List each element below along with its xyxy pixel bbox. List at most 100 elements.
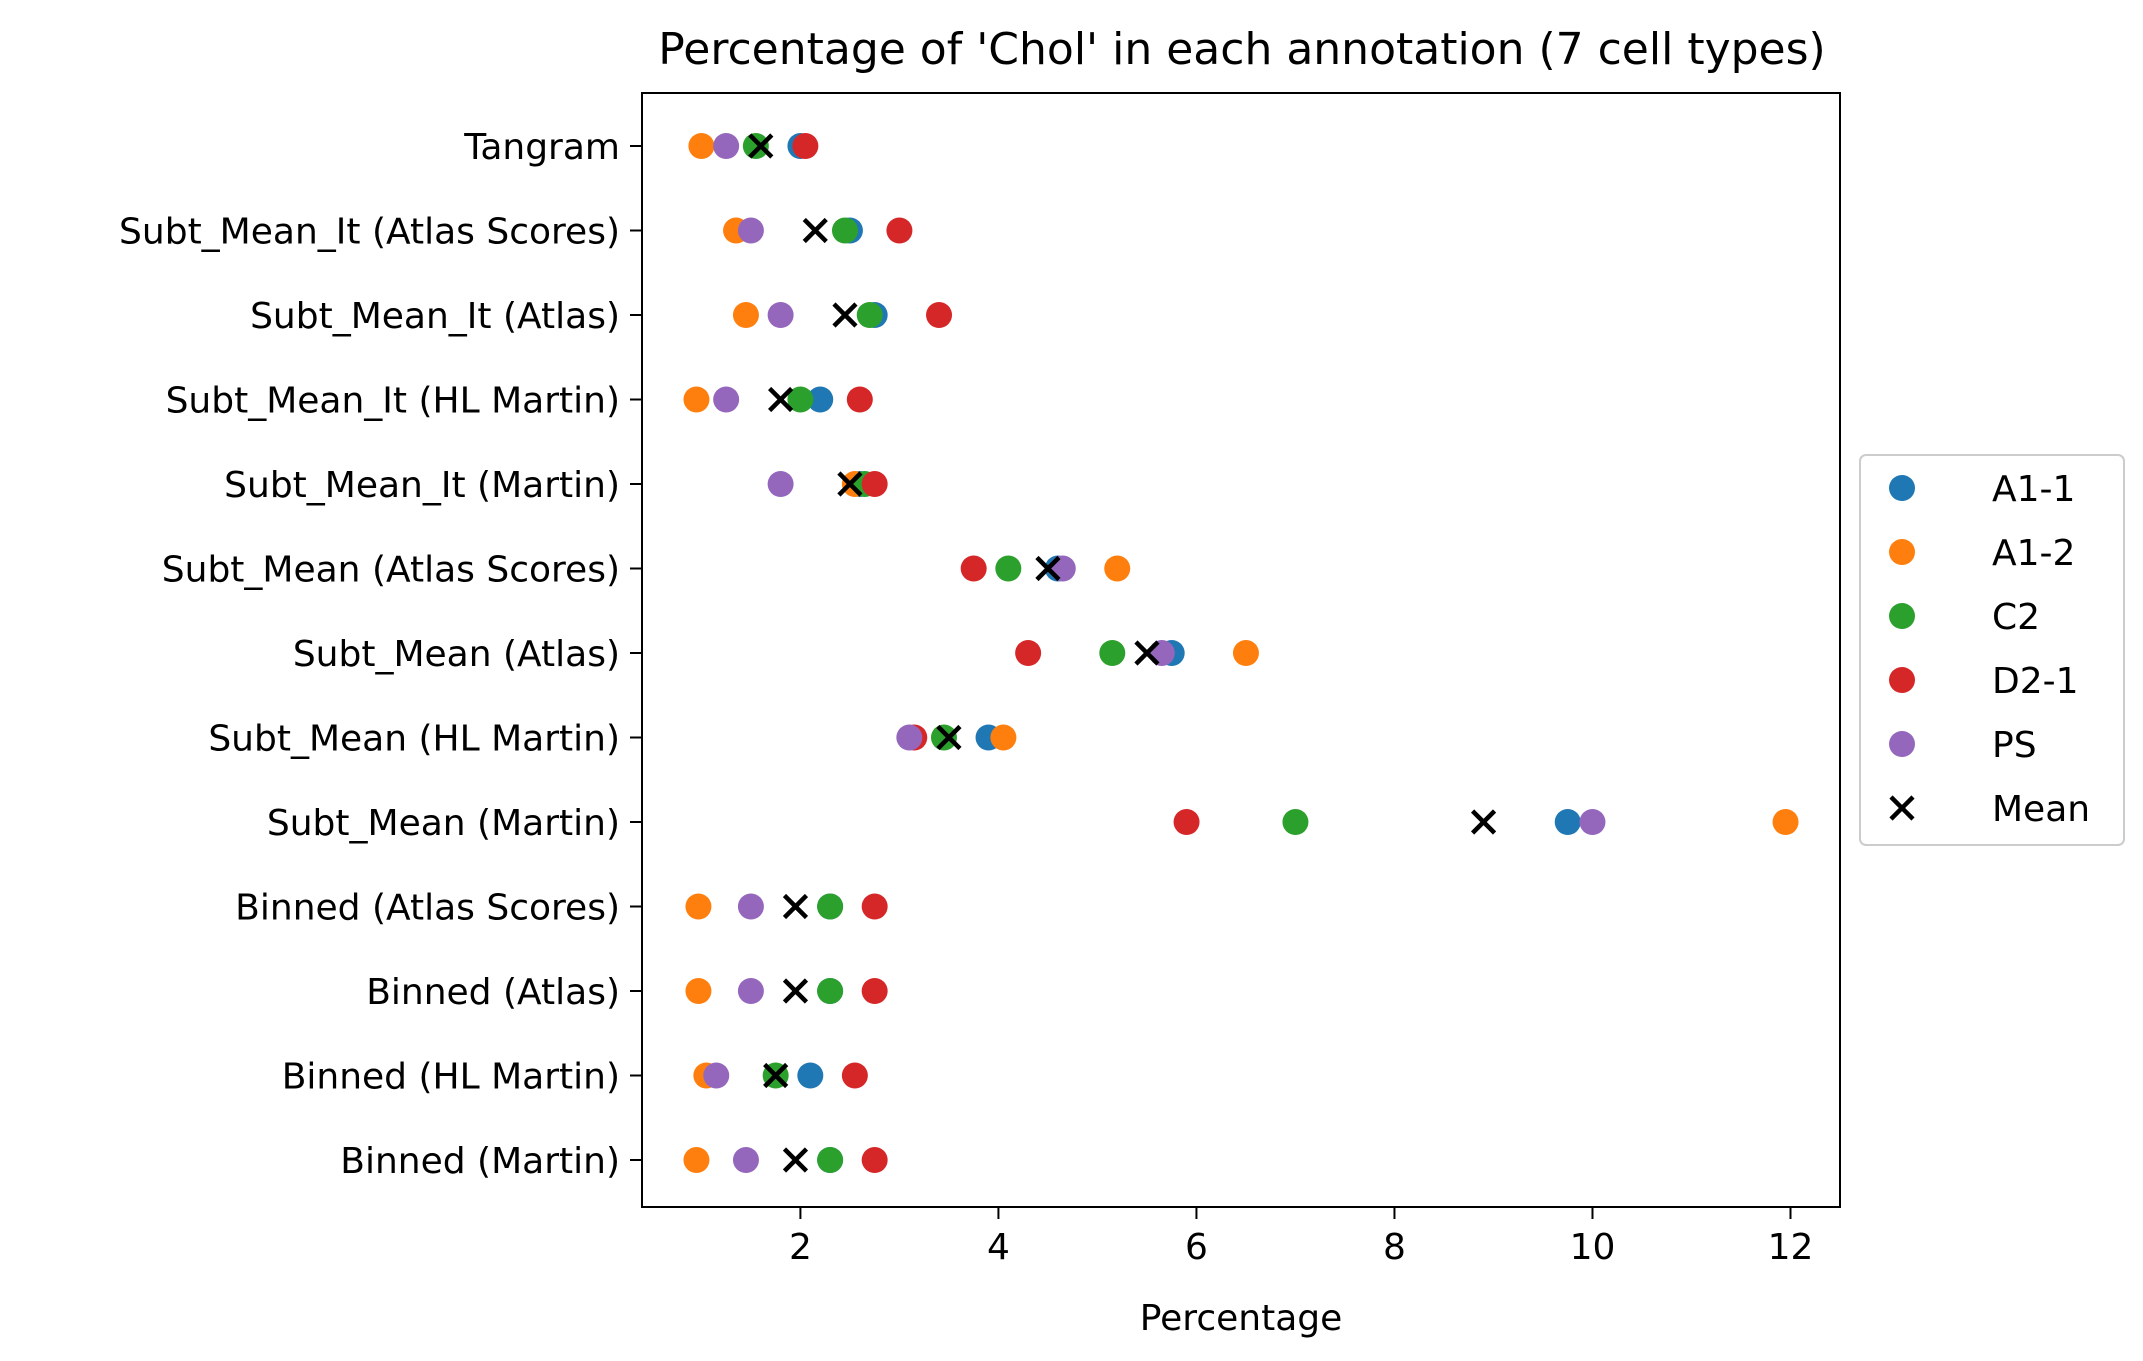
y-tick-label: Subt_Mean (Atlas) [293,634,620,675]
legend-label: C2 [1992,597,2040,638]
y-tick-label: Binned (Atlas) [366,972,620,1013]
data-point-a1-2 [685,893,712,920]
mean-marker [768,386,794,413]
y-tick-label: Subt_Mean_It (Martin) [224,465,620,506]
data-point-c2 [995,555,1022,582]
mean-marker [1035,555,1061,582]
y-tick-label: Subt_Mean (HL Martin) [208,719,620,760]
data-point-ps [1049,555,1076,582]
data-point-d2-1 [960,555,987,582]
data-point-d2-1 [861,978,888,1004]
legend-marker-ps [1889,731,1915,757]
data-point-d2-1 [1015,640,1042,666]
data-point-a1-2 [683,1147,710,1173]
legend-frame [1859,454,2125,846]
y-tick-label: Binned (Martin) [340,1141,620,1182]
mean-marker [837,471,863,497]
data-point-ps [713,133,740,159]
data-point-c2 [1282,809,1309,835]
mean-marker [782,978,809,1004]
legend-label: Mean [1992,789,2090,830]
data-point-c2 [817,978,844,1004]
plot-frame [641,92,1841,1208]
y-tick-label: Tangram [463,127,620,168]
legend-label: A1-1 [1992,469,2075,510]
data-point-ps [703,1062,730,1089]
x-axis: 2 4 6 8 10 12 [789,1207,1813,1268]
mean-marker [832,302,858,328]
y-tick-label: Binned (HL Martin) [282,1057,620,1098]
mean-marker [1134,640,1160,666]
data-point-a1-2 [1232,640,1259,666]
data-point-a1-2 [732,302,759,328]
data-point-a1-2 [990,724,1017,751]
data-point-c2 [831,217,858,244]
data-point-ps [737,217,764,244]
data-point-c2 [787,386,814,413]
y-tick-label: Subt_Mean_It (HL Martin) [166,381,620,422]
x-tick-label: 2 [789,1227,812,1268]
data-point-a1-1 [1554,809,1581,835]
y-tick-label: Subt_Mean (Atlas Scores) [162,550,620,591]
data-point-a1-2 [1772,809,1799,835]
legend-marker-mean [1889,795,1915,821]
data-point-ps [767,471,794,497]
y-axis: Tangram Subt_Mean_It (Atlas Scores) Subt_M… [119,127,642,1182]
mean-marker [763,1062,789,1089]
legend-marker-a1-2 [1889,539,1915,565]
data-point-d2-1 [846,386,873,413]
legend-label: D2-1 [1992,661,2079,702]
data-point-c2 [856,302,883,328]
y-tick-label: Subt_Mean_It (Atlas Scores) [119,212,620,253]
data-point-ps [732,1147,759,1173]
mean-marker [802,217,828,244]
mean-marker [782,1147,809,1173]
data-point-a1-2 [683,386,710,413]
y-tick-label: Subt_Mean_It (Atlas) [250,296,620,337]
data-point-ps [896,724,923,751]
data-point-a1-2 [1104,555,1131,582]
legend-label: PS [1992,725,2037,766]
x-tick-label: 6 [1185,1227,1208,1268]
data-point-c2 [742,133,769,159]
data-point-a1-2 [685,978,712,1004]
data-point-d2-1 [1173,809,1200,835]
chart-title: Percentage of 'Chol' in each annotation … [658,24,1825,75]
y-tick-label: Subt_Mean (Martin) [267,803,620,844]
data-point-ps [1148,640,1175,666]
data-point-ps [713,386,740,413]
data-point-c2 [1099,640,1126,666]
x-tick-label: 8 [1383,1227,1406,1268]
data-point-c2 [817,893,844,920]
data-point-a1-1 [797,1062,824,1089]
legend-marker-c2 [1889,603,1915,629]
legend-marker-a1-1 [1889,475,1915,501]
data-point-d2-1 [861,1147,888,1173]
data-point-c2 [817,1147,844,1173]
data-point-d2-1 [926,302,953,328]
mean-marker [936,724,962,751]
data-point-d2-1 [886,217,913,244]
x-tick-label: 10 [1570,1227,1616,1268]
data-point-ps [737,978,764,1004]
legend-label: A1-2 [1992,533,2075,574]
y-tick-label: Binned (Atlas Scores) [235,888,620,929]
legend-marker-d2-1 [1889,667,1915,693]
data-point-a1-2 [688,133,715,159]
data-points [683,133,1799,1173]
data-point-ps [737,893,764,920]
legend: A1-1 A1-2 C2 D2-1 PS Mean [1859,454,2125,846]
data-point-a1-1 [807,386,834,413]
mean-marker [748,133,774,159]
data-point-c2 [930,724,957,751]
x-tick-label: 4 [987,1227,1010,1268]
data-point-d2-1 [792,133,819,159]
mean-marker [782,893,809,920]
mean-marker [1470,809,1497,835]
data-point-d2-1 [861,893,888,920]
x-tick-label: 12 [1768,1227,1814,1268]
data-point-ps [1579,809,1606,835]
data-point-d2-1 [861,471,888,497]
